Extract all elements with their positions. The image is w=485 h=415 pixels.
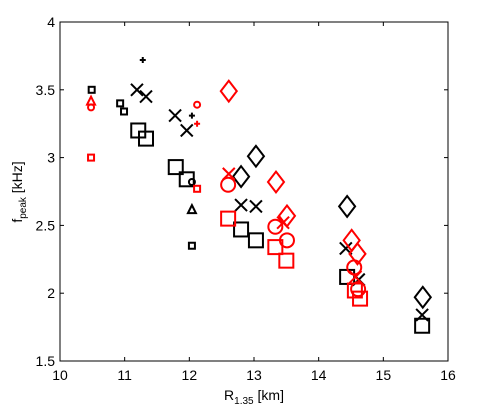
marker-cross bbox=[139, 89, 153, 104]
marker-square bbox=[352, 290, 369, 307]
x-tick-label: 10 bbox=[52, 367, 68, 383]
marker-plus bbox=[188, 112, 195, 119]
x-tick-label: 14 bbox=[311, 367, 327, 383]
x-axis-label: R1.35 [km] bbox=[224, 387, 284, 407]
marker-square bbox=[187, 241, 196, 250]
marker-triangle bbox=[186, 202, 198, 215]
y-tick-label: 3 bbox=[47, 150, 55, 166]
marker-plus bbox=[194, 120, 201, 127]
y-tick-label: 2.5 bbox=[36, 217, 56, 233]
marker-diamond bbox=[413, 285, 433, 310]
x-label-main: R bbox=[224, 387, 234, 403]
x-tick-label: 11 bbox=[117, 367, 132, 383]
marker-circle bbox=[187, 178, 196, 187]
marker-square bbox=[414, 317, 431, 334]
marker-square bbox=[247, 232, 264, 249]
marker-diamond bbox=[219, 79, 239, 104]
marker-cross bbox=[249, 199, 263, 214]
y-label-unit: [kHz] bbox=[9, 161, 25, 197]
marker-diamond bbox=[337, 194, 357, 219]
marker-cross bbox=[180, 123, 194, 138]
marker-cross bbox=[130, 83, 144, 97]
marker-diamond bbox=[231, 164, 251, 189]
marker-circle bbox=[267, 218, 284, 235]
y-axis-label: fpeak [kHz] bbox=[9, 161, 29, 222]
marker-square bbox=[87, 85, 96, 94]
marker-square bbox=[193, 184, 202, 193]
plot-area bbox=[85, 56, 433, 334]
marker-square bbox=[167, 159, 184, 176]
x-label-sub: 1.35 bbox=[234, 396, 254, 407]
marker-cross bbox=[168, 108, 182, 123]
plot-frame bbox=[59, 21, 449, 362]
y-tick-label: 1.5 bbox=[36, 353, 56, 369]
marker-circle bbox=[350, 281, 367, 298]
x-tick-label: 12 bbox=[182, 367, 198, 383]
y-tick-label: 2 bbox=[47, 285, 55, 301]
marker-circle bbox=[193, 100, 202, 109]
y-tick-label: 4 bbox=[47, 14, 55, 30]
marker-plus bbox=[139, 56, 146, 63]
x-label-unit: [km] bbox=[254, 387, 284, 403]
marker-square bbox=[116, 99, 125, 108]
x-tick-label: 13 bbox=[246, 367, 262, 383]
marker-cross bbox=[415, 308, 429, 322]
marker-square bbox=[278, 252, 295, 269]
marker-cross bbox=[234, 198, 248, 212]
marker-square bbox=[220, 210, 237, 227]
marker-square bbox=[87, 153, 96, 162]
y-label-sub: peak bbox=[18, 196, 29, 219]
y-tick-label: 3.5 bbox=[36, 82, 56, 98]
x-tick-label: 15 bbox=[376, 367, 392, 383]
marker-square bbox=[233, 221, 250, 238]
marker-square bbox=[267, 239, 284, 256]
y-label-main: f bbox=[9, 219, 25, 223]
marker-diamond bbox=[246, 144, 266, 169]
marker-square bbox=[346, 282, 363, 299]
marker-diamond bbox=[266, 169, 286, 195]
marker-cross bbox=[276, 215, 290, 230]
marker-circle bbox=[220, 176, 237, 193]
x-tick-label: 16 bbox=[440, 367, 456, 383]
marker-diamond bbox=[348, 241, 367, 266]
marker-circle bbox=[346, 259, 363, 276]
marker-square bbox=[120, 107, 129, 116]
marker-circle bbox=[87, 103, 96, 112]
marker-square bbox=[138, 130, 155, 147]
